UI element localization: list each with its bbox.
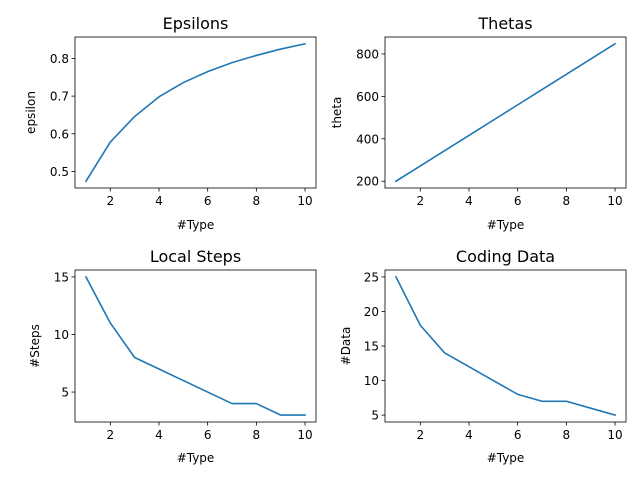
y-tick-label: 200 — [356, 175, 379, 189]
panel-thetas: Thetas #Type theta 2 4 6 8 10 200 400 600 800 — [330, 14, 627, 232]
x-tick-label: 2 — [106, 428, 114, 442]
y-tick-label: 15 — [54, 270, 69, 284]
y-tick-label: 15 — [364, 340, 379, 354]
x-tick-label: 10 — [607, 194, 622, 208]
panel-local-steps: Local Steps #Type #Steps 2 4 6 8 10 5 10 15 — [28, 247, 317, 465]
x-axis-label: #Type — [177, 451, 215, 465]
x-tick-label: 4 — [465, 194, 473, 208]
chart-title: Coding Data — [456, 247, 555, 266]
series-line — [84, 42, 307, 183]
panel-epsilons: Epsilons #Type epsilon 2 4 6 8 10 0.5 0.6 0.7 0.… — [24, 14, 317, 232]
y-tick-label: 600 — [356, 90, 379, 104]
y-tick-label: 0.7 — [50, 90, 69, 104]
panel-coding-data: Coding Data #Type #Data 2 4 6 8 10 5 10 15 20 25 — [339, 247, 627, 465]
chart-title: Thetas — [477, 14, 532, 33]
x-tick-label: 4 — [155, 194, 163, 208]
x-tick-label: 4 — [465, 428, 473, 442]
chart-title: Epsilons — [163, 14, 229, 33]
x-tick-label: 2 — [416, 194, 424, 208]
y-tick-label: 10 — [364, 374, 379, 388]
y-tick-label: 0.8 — [50, 52, 69, 66]
x-tick-label: 10 — [297, 428, 312, 442]
y-axis-label: #Data — [339, 327, 353, 366]
y-tick-label: 25 — [364, 270, 379, 284]
series-line — [84, 275, 306, 416]
chart-title: Local Steps — [150, 247, 241, 266]
y-tick-label: 10 — [54, 328, 69, 342]
x-axis-label: #Type — [177, 218, 215, 232]
series-line — [394, 42, 617, 183]
x-tick-label: 4 — [155, 428, 163, 442]
x-tick-label: 6 — [204, 428, 212, 442]
y-tick-label: 400 — [356, 132, 379, 146]
series-line — [394, 275, 617, 417]
x-tick-label: 6 — [204, 194, 212, 208]
x-tick-label: 8 — [563, 428, 571, 442]
y-tick-label: 5 — [61, 386, 69, 400]
y-tick-label: 0.6 — [50, 127, 69, 141]
y-tick-label: 0.5 — [50, 165, 69, 179]
x-tick-label: 6 — [514, 194, 522, 208]
x-tick-label: 8 — [253, 428, 261, 442]
y-tick-label: 5 — [371, 409, 379, 423]
x-tick-label: 8 — [253, 194, 261, 208]
plot-frame — [74, 36, 317, 189]
x-tick-label: 8 — [563, 194, 571, 208]
x-axis-label: #Type — [487, 218, 525, 232]
x-tick-label: 10 — [607, 428, 622, 442]
x-tick-label: 6 — [514, 428, 522, 442]
y-tick-label: 20 — [364, 305, 379, 319]
y-axis-label: epsilon — [24, 91, 38, 134]
x-axis-label: #Type — [487, 451, 525, 465]
y-axis-label: theta — [330, 97, 344, 129]
y-axis-label: #Steps — [28, 324, 42, 368]
plot-frame — [74, 269, 317, 423]
plot-frame — [384, 36, 627, 189]
y-tick-label: 800 — [356, 47, 379, 61]
x-tick-label: 2 — [416, 428, 424, 442]
x-tick-label: 2 — [106, 194, 114, 208]
x-tick-label: 10 — [297, 194, 312, 208]
